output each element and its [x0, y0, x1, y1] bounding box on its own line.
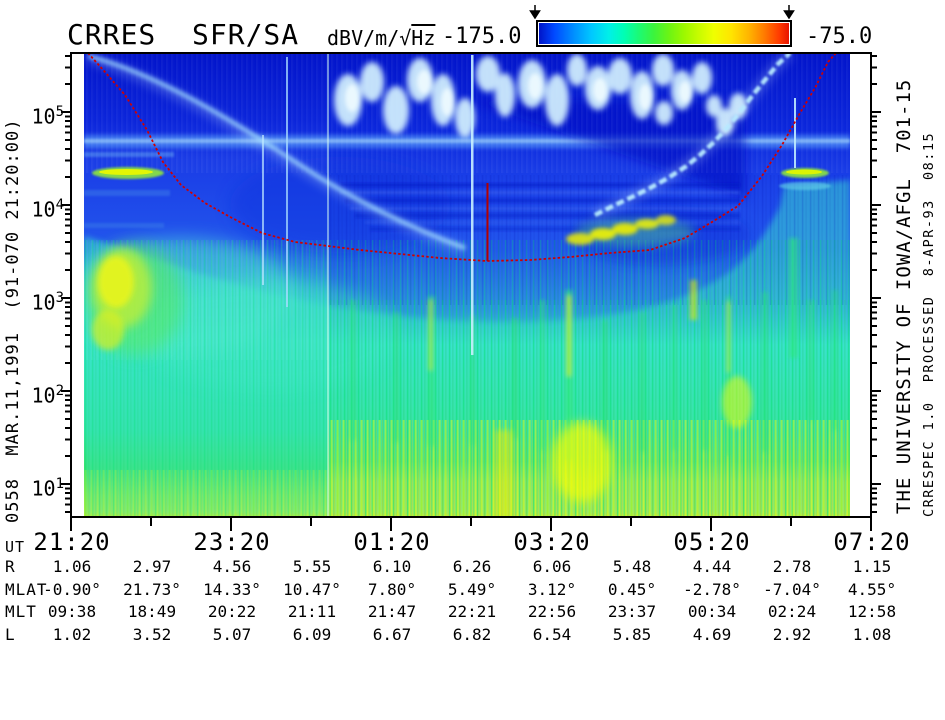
table-row-label: MLAT: [5, 580, 48, 599]
y-tick-label: 103: [20, 285, 64, 315]
x-tick-label: 05:20: [673, 528, 751, 556]
table-cell: 3.12°: [527, 580, 577, 599]
table-cell: 1.15: [852, 557, 892, 576]
y-tick-exponent: 5: [55, 104, 64, 120]
table-row-label: MLT: [5, 602, 37, 621]
table-cell: 1.06: [52, 557, 92, 576]
colorbar-clip-marker-left: [529, 5, 541, 19]
fce-curve: [87, 53, 837, 262]
colorbar-clip-marker-right: [783, 5, 795, 19]
y-tick-base: 10: [31, 290, 56, 315]
table-cell: 4.55°: [847, 580, 897, 599]
table-cell: 20:22: [207, 602, 257, 621]
x-tick-label: 23:20: [193, 528, 271, 556]
table-cell: 6.10: [372, 557, 412, 576]
table-cell: 1.08: [852, 625, 892, 644]
table-cell: 23:37: [607, 602, 657, 621]
table-cell: 5.85: [612, 625, 652, 644]
table-cell: 2.78: [772, 557, 812, 576]
y-tick-base: 10: [31, 197, 56, 222]
x-tick-label: 07:20: [833, 528, 911, 556]
table-cell: 14.33°: [203, 580, 261, 599]
table-cell: 2.97: [132, 557, 172, 576]
y-tick-label: 105: [20, 99, 64, 129]
y-tick-label: 101: [20, 471, 64, 501]
table-cell: 5.07: [212, 625, 252, 644]
table-cell: 1.02: [52, 625, 92, 644]
table-cell: 21.73°: [123, 580, 181, 599]
units-radicand: Hz: [411, 26, 436, 50]
table-cell: 2.92: [772, 625, 812, 644]
table-row-label: L: [5, 625, 16, 644]
y-tick-exponent: 3: [55, 290, 64, 306]
processing-label: CRRESPEC 1.0 PROCESSED 8-APR-93 08:15: [921, 131, 937, 517]
table-cell: 0.45°: [607, 580, 657, 599]
y-tick-exponent: 1: [55, 476, 64, 492]
table-cell: 21:11: [287, 602, 337, 621]
table-cell: 4.44: [692, 557, 732, 576]
table-cell: 02:24: [767, 602, 817, 621]
institution-label: THE UNIVERSITY OF IOWA/AFGL 701-15: [893, 78, 915, 514]
table-cell: -0.90°: [43, 580, 101, 599]
y-tick-base: 10: [31, 476, 56, 501]
table-row-label: R: [5, 557, 16, 576]
table-cell: 6.26: [452, 557, 492, 576]
table-cell: 10.47°: [283, 580, 341, 599]
colorbar-min-label: -175.0: [442, 24, 522, 49]
table-cell: 5.49°: [447, 580, 497, 599]
plot-frame: [70, 52, 872, 518]
table-cell: -7.04°: [763, 580, 821, 599]
units-prefix: dBV/m/: [327, 26, 400, 50]
sqrt-symbol: √: [399, 26, 412, 50]
table-cell: 00:34: [687, 602, 737, 621]
x-axis-unit-label: UT: [5, 538, 26, 556]
y-tick-base: 10: [31, 383, 56, 408]
y-tick-label: 102: [20, 378, 64, 408]
table-cell: 21:47: [367, 602, 417, 621]
table-cell: 6.09: [292, 625, 332, 644]
y-tick-label: 104: [20, 192, 64, 222]
table-cell: 6.67: [372, 625, 412, 644]
table-cell: 3.52: [132, 625, 172, 644]
table-cell: 6.54: [532, 625, 572, 644]
table-cell: 6.82: [452, 625, 492, 644]
table-cell: 4.56: [212, 557, 252, 576]
colorbar-units-label: dBV/m/√Hz: [327, 26, 435, 50]
y-tick-exponent: 4: [55, 197, 64, 213]
table-cell: -2.78°: [683, 580, 741, 599]
table-cell: 5.48: [612, 557, 652, 576]
table-cell: 4.69: [692, 625, 732, 644]
y-tick-base: 10: [31, 104, 56, 129]
colorbar: [536, 20, 792, 47]
x-tick-label: 01:20: [353, 528, 431, 556]
x-tick-label: 21:20: [33, 528, 111, 556]
x-tick-label: 03:20: [513, 528, 591, 556]
table-cell: 22:56: [527, 602, 577, 621]
table-cell: 12:58: [847, 602, 897, 621]
page-title: CRRES SFR/SA: [67, 18, 300, 51]
colorbar-max-label: -75.0: [806, 24, 873, 49]
table-cell: 6.06: [532, 557, 572, 576]
table-cell: 18:49: [127, 602, 177, 621]
axis-ticks: [61, 55, 881, 531]
table-cell: 5.55: [292, 557, 332, 576]
table-cell: 22:21: [447, 602, 497, 621]
y-tick-exponent: 2: [55, 383, 64, 399]
spectrogram-art: [84, 53, 850, 517]
table-cell: 09:38: [47, 602, 97, 621]
table-cell: 7.80°: [367, 580, 417, 599]
colorbar-gradient: [539, 23, 789, 44]
